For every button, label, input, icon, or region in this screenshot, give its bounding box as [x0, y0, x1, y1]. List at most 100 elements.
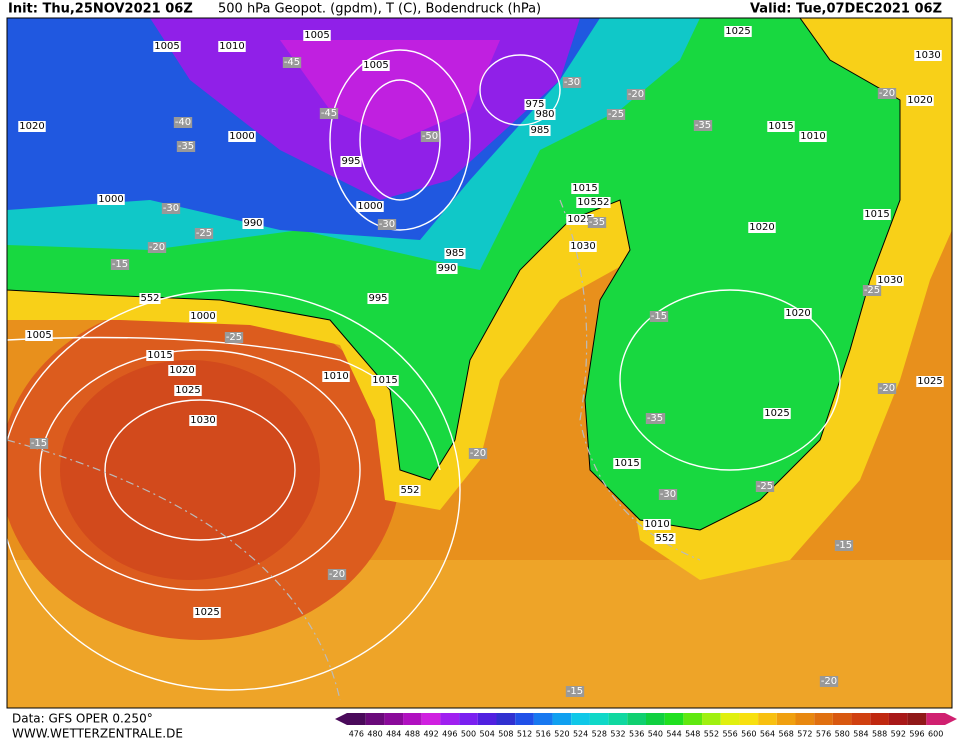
isobar-label-box [767, 121, 795, 132]
isobar-label-box [25, 330, 53, 341]
isobar-label: 1015 [864, 209, 889, 220]
isobar-label: 1015 [768, 121, 793, 132]
scale-label: 528 [592, 730, 607, 739]
isobar [104, 399, 296, 541]
scale-cell [664, 713, 684, 725]
scale-cell [627, 713, 646, 725]
scale-label: 508 [498, 730, 513, 739]
isobar-label-box [534, 109, 556, 120]
isotherm-label: -30 [564, 77, 580, 88]
isobar-label-box [168, 365, 196, 376]
height-label: 552 [140, 293, 159, 304]
isotherm-label: -45 [284, 57, 300, 68]
isobar-label-box [174, 385, 202, 396]
isotherm-label-box [176, 141, 196, 152]
scale-label: 504 [480, 730, 495, 739]
scale-label: 600 [928, 730, 943, 739]
isobar-label: 1025 [725, 26, 750, 37]
isobar-label-box [863, 209, 891, 220]
isobar-label-box [367, 293, 389, 304]
scale-label: 564 [760, 730, 775, 739]
isotherm-label: -25 [608, 109, 624, 120]
isobar-label-box [914, 50, 942, 61]
isotherm-label: -35 [647, 413, 663, 424]
isotherm-label: -15 [836, 540, 852, 551]
isobar-label: 1015 [614, 458, 639, 469]
isobar-label-box [242, 218, 264, 229]
scale-cell [795, 713, 815, 725]
scale-cell [552, 713, 572, 725]
isotherm-label-box [562, 77, 582, 88]
isobar-label-box [18, 121, 46, 132]
isotherm-label: -15 [31, 438, 47, 449]
scale-label: 532 [610, 730, 625, 739]
scale-cell [403, 713, 422, 725]
isotherm-label-box [658, 489, 678, 500]
isotherm-label-box [587, 217, 607, 228]
isobar-label: 1010 [644, 519, 669, 530]
scale-cell [533, 713, 553, 725]
isobar-label: 1020 [19, 121, 44, 132]
isobar-label-box [571, 183, 599, 194]
height-label: 552 [655, 533, 674, 544]
isobar-label: 1005 [363, 60, 388, 71]
isotherm-label-box [282, 57, 302, 68]
scale-cell [814, 713, 833, 725]
isobar-label: 1000 [229, 131, 254, 142]
scale-label: 540 [648, 730, 663, 739]
isotherm-label: -25 [757, 481, 773, 492]
isobar-label-box [748, 222, 776, 233]
isotherm-label-box [877, 383, 897, 394]
scale-label: 500 [461, 730, 476, 739]
height-label-box [589, 197, 611, 208]
isobar-label-box [228, 131, 256, 142]
isotherm-label: -45 [321, 108, 337, 119]
isobar-label: 1000 [190, 311, 215, 322]
isotherm-label-box [606, 109, 626, 120]
isobar-label-box [444, 248, 466, 259]
scale-label: 520 [554, 730, 569, 739]
isotherm-label: -30 [163, 203, 179, 214]
isobar-label: 1005 [304, 30, 329, 41]
isobar [7, 336, 441, 471]
isobar-label: 1025 [194, 607, 219, 618]
isobar-label-box [97, 194, 125, 205]
scale-label: 568 [779, 730, 794, 739]
height-label-box [399, 485, 421, 496]
isobar-label: 1005 [26, 330, 51, 341]
isobar-label-box [916, 376, 944, 387]
isobar-label-box [569, 241, 597, 252]
isotherm-label-box [565, 686, 585, 697]
isotherm-label: -25 [196, 228, 212, 239]
isotherm-label: -15 [567, 686, 583, 697]
isobar-label-box [643, 519, 671, 530]
isotherm-label-box [877, 88, 897, 99]
isobar-label: 1030 [570, 241, 595, 252]
scale-cell [683, 713, 703, 725]
scale-cell [421, 713, 441, 725]
isotherm-label-box [194, 228, 214, 239]
isobar-label: 1015 [372, 375, 397, 386]
isobar-label: 995 [368, 293, 387, 304]
isotherm-label: -20 [821, 676, 837, 687]
isotherm-label-box [161, 203, 181, 214]
isobar-label: 975 [525, 99, 544, 110]
isobar-label: 1030 [190, 415, 215, 426]
isotherm-label: -15 [112, 259, 128, 270]
scale-label: 476 [349, 730, 364, 739]
isobar-label: 1010 [323, 371, 348, 382]
scale-cell [851, 713, 871, 725]
isobar-label-box [566, 214, 594, 225]
site-name: WWW.WETTERZENTRALE.DE [12, 727, 183, 741]
isobar [39, 349, 361, 591]
isobar-label: 990 [437, 263, 456, 274]
isobar-label-box [153, 41, 181, 52]
scale-cell [646, 713, 665, 725]
isobar [479, 54, 561, 126]
scale-cell [907, 713, 927, 725]
isotherm [559, 199, 701, 561]
scale-label: 588 [872, 730, 887, 739]
isobar-label: 985 [530, 125, 549, 136]
isotherm-label-box [319, 108, 339, 119]
